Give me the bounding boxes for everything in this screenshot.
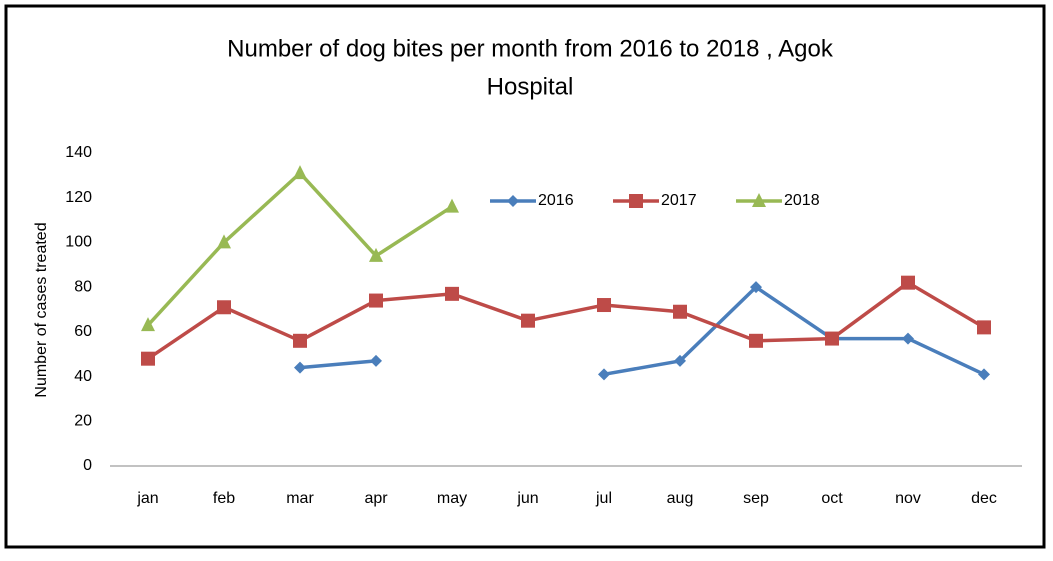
y-tick-label: 40 bbox=[74, 368, 92, 385]
data-point bbox=[825, 331, 839, 346]
data-point bbox=[141, 351, 155, 366]
data-point bbox=[141, 317, 155, 332]
legend-label: 2017 bbox=[661, 192, 697, 209]
x-tick-label: jan bbox=[136, 490, 158, 507]
x-tick-label: jul bbox=[595, 490, 612, 507]
y-tick-label: 0 bbox=[83, 457, 92, 474]
chart-frame bbox=[4, 4, 1046, 549]
x-tick-label: apr bbox=[364, 490, 388, 507]
x-tick-label: may bbox=[437, 490, 467, 507]
data-point bbox=[902, 332, 914, 345]
x-tick-label: dec bbox=[971, 490, 997, 507]
chart-title-line2: Hospital bbox=[487, 73, 574, 100]
data-point bbox=[749, 333, 763, 348]
legend-marker bbox=[507, 195, 519, 207]
data-point bbox=[369, 293, 383, 308]
series-line bbox=[147, 280, 985, 361]
y-tick-label: 140 bbox=[65, 144, 92, 161]
chart-title: Number of dog bites per month from 2016 … bbox=[227, 35, 834, 62]
legend-marker bbox=[752, 193, 766, 207]
y-tick-label: 60 bbox=[74, 323, 92, 340]
x-tick-label: feb bbox=[213, 490, 235, 507]
y-tick-label: 20 bbox=[74, 413, 92, 430]
y-axis-label: Number of cases treated bbox=[33, 222, 50, 397]
data-point bbox=[293, 165, 307, 180]
x-tick-label: sep bbox=[743, 490, 769, 507]
data-point bbox=[977, 320, 991, 335]
x-tick-label: oct bbox=[821, 490, 843, 507]
data-point bbox=[597, 298, 611, 313]
x-tick-label: jun bbox=[516, 490, 538, 507]
data-point bbox=[598, 368, 610, 381]
data-point bbox=[521, 313, 535, 328]
data-point bbox=[445, 198, 459, 213]
data-point bbox=[370, 354, 382, 367]
data-point bbox=[217, 300, 231, 315]
data-point bbox=[369, 247, 383, 262]
data-point bbox=[445, 286, 459, 301]
legend-marker bbox=[629, 194, 643, 208]
data-point bbox=[978, 368, 990, 381]
data-point bbox=[750, 281, 762, 294]
x-tick-label: nov bbox=[895, 490, 921, 507]
series-line bbox=[299, 285, 985, 377]
y-tick-label: 120 bbox=[65, 189, 92, 206]
data-point bbox=[674, 354, 686, 367]
legend-label: 2018 bbox=[784, 192, 820, 209]
data-point bbox=[294, 361, 306, 374]
x-tick-label: mar bbox=[286, 490, 314, 507]
data-point bbox=[217, 234, 231, 249]
x-tick-label: aug bbox=[667, 490, 694, 507]
y-tick-label: 100 bbox=[65, 234, 92, 251]
y-tick-label: 80 bbox=[74, 278, 92, 295]
legend-label: 2016 bbox=[538, 192, 574, 209]
data-point bbox=[901, 275, 915, 290]
data-point bbox=[673, 304, 687, 319]
data-point bbox=[293, 333, 307, 348]
